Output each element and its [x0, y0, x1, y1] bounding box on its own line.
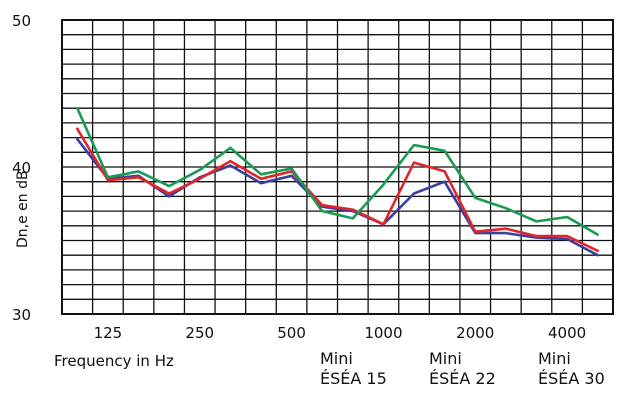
y-tick-label: 30	[12, 306, 31, 324]
legend-label: Mini ÉSÉA 30	[538, 349, 605, 388]
legend-label: Mini ÉSÉA 22	[429, 349, 496, 388]
series-line	[76, 127, 600, 253]
x-tick-label: 1000	[364, 324, 402, 342]
y-tick-label: 40	[12, 159, 31, 177]
x-tick-label: 4000	[548, 324, 586, 342]
x-tick-label: 250	[185, 324, 214, 342]
series-line	[76, 106, 600, 236]
y-tick-label: 50	[12, 12, 31, 30]
x-tick-label: 500	[277, 324, 306, 342]
plot-area-frame	[61, 19, 614, 315]
x-tick-label: 2000	[456, 324, 494, 342]
series-line	[76, 137, 600, 257]
x-tick-label: 125	[94, 324, 123, 342]
legend-label: Mini ÉSÉA 15	[320, 349, 387, 388]
x-tick-labels: 125 250 500 1000 2000 4000	[94, 324, 587, 342]
x-axis-label: Frequency in Hz	[54, 352, 174, 370]
y-axis-label: Dn,e en dB	[15, 170, 31, 248]
legend: Mini ÉSÉA 15 Mini ÉSÉA 22 Mini ÉSÉA 30	[320, 349, 605, 388]
grid-lines	[62, 20, 613, 314]
series-lines	[76, 106, 600, 257]
y-tick-labels: 30 40 50	[12, 12, 31, 324]
